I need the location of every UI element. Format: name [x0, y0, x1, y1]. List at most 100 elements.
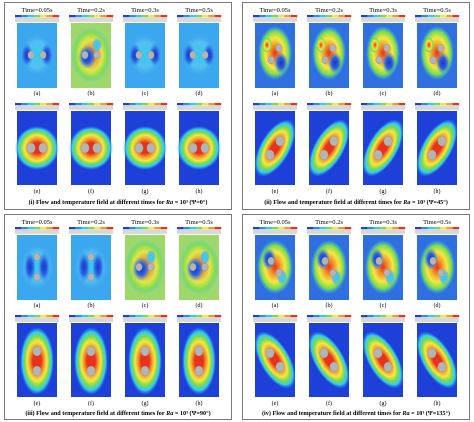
cell-b: Time=0.2s (b)	[305, 6, 353, 98]
flow-field	[305, 227, 353, 302]
time-label: Time=0.05s	[21, 219, 53, 226]
cylinder	[321, 256, 329, 266]
colorbar-ticks	[361, 317, 405, 322]
cylinder	[429, 55, 437, 65]
sub-label: (e)	[271, 189, 279, 195]
time-label: Time=0.3s	[369, 219, 397, 226]
colorbar-swatch	[183, 103, 190, 106]
colorbar-swatch	[141, 103, 149, 106]
colorbar-ticks	[15, 17, 59, 22]
colorbar-swatch	[259, 315, 266, 318]
cylinder	[319, 149, 329, 161]
cell-c: Time=0.3s (c)	[121, 6, 169, 98]
colorbar-swatch	[189, 227, 197, 230]
cell-b: Time=0.2s (b)	[305, 218, 353, 310]
colorbar-swatch	[284, 103, 291, 106]
sub-label: (a)	[33, 91, 41, 97]
cell-d: Time=0.5s (d)	[175, 6, 223, 98]
cell-h: (h)	[175, 103, 223, 197]
colorbar-swatch	[87, 227, 95, 230]
colorbar-swatch	[123, 103, 130, 106]
colorbar-swatch	[440, 15, 447, 18]
colorbar-ticks	[307, 105, 351, 110]
thermal-plume	[362, 331, 404, 389]
sub-label: (g)	[379, 189, 387, 195]
colorbar-swatch	[373, 103, 381, 106]
sub-label: (h)	[195, 189, 203, 195]
flow-field	[121, 227, 169, 302]
colorbar-swatch	[40, 315, 47, 318]
colorbar-swatch	[265, 103, 273, 106]
cell-g: (g)	[121, 103, 169, 197]
flow-field	[413, 15, 461, 90]
colorbar-swatch	[135, 227, 143, 230]
temperature-field	[413, 315, 461, 399]
caption-suffix: = 10³ (Ψ=45°)	[410, 199, 448, 206]
cylinder	[329, 135, 339, 147]
colorbar-swatch	[214, 315, 222, 318]
colorbar-swatch	[307, 103, 314, 106]
colorbar-ticks	[177, 17, 221, 22]
thermal-plume	[15, 126, 59, 170]
colorbar-ticks	[307, 229, 351, 234]
colorbar-swatch	[160, 227, 168, 230]
cylinder	[275, 43, 283, 53]
colorbar-swatch	[160, 315, 168, 318]
cell-g: (g)	[121, 315, 169, 409]
colorbar-ticks	[361, 17, 405, 22]
cell-f: (f)	[305, 103, 353, 197]
colorbar-swatch	[446, 15, 453, 18]
temperature-field	[13, 103, 61, 187]
colorbar-swatch	[75, 315, 82, 318]
temperature-field	[67, 103, 115, 187]
colorbar-swatch	[208, 315, 215, 318]
sub-label: (h)	[433, 189, 441, 195]
colorbar-swatch	[75, 103, 82, 106]
colorbar-swatch	[319, 315, 327, 318]
colorbar-swatch	[154, 227, 161, 230]
temperature-field	[359, 103, 407, 187]
colorbar-swatch	[278, 103, 285, 106]
colorbar-ticks	[415, 17, 459, 22]
colorbar-ticks	[177, 317, 221, 322]
colorbar-swatch	[195, 103, 203, 106]
panel-psi-45: Time=0.05s (a) Time=0.2s (b) Time=0.3s (…	[242, 2, 470, 210]
colorbar-swatch	[398, 103, 406, 106]
colorbar-ticks	[15, 105, 59, 110]
cylinder	[93, 50, 101, 60]
colorbar-swatch	[415, 15, 422, 18]
colorbar-swatch	[278, 227, 285, 230]
sub-label: (b)	[87, 91, 95, 97]
colorbar-swatch	[278, 15, 285, 18]
colorbar-swatch	[69, 15, 76, 18]
colorbar-swatch	[208, 15, 215, 18]
colorbar-swatch	[154, 15, 161, 18]
time-label: Time=0.2s	[77, 219, 105, 226]
temperature-field	[305, 103, 353, 187]
colorbar-swatch	[271, 103, 279, 106]
flow-field	[251, 15, 299, 90]
cylinder	[194, 345, 204, 357]
colorbar-swatch	[40, 103, 47, 106]
colorbar-swatch	[307, 15, 314, 18]
colorbar-swatch	[313, 103, 320, 106]
panel-psi-90: Time=0.05s (a) Time=0.2s (b) Time=0.3s (…	[4, 214, 232, 420]
cylinder	[147, 262, 155, 272]
cell-e: (e)	[13, 103, 61, 197]
cell-c: Time=0.3s (c)	[121, 218, 169, 310]
panel-caption: (i) Flow and temperature field at differ…	[5, 198, 231, 208]
colorbar-swatch	[319, 15, 327, 18]
time-label: Time=0.5s	[185, 219, 213, 226]
thermal-plume	[20, 327, 54, 395]
colorbar-swatch	[69, 315, 76, 318]
colorbar-swatch	[21, 15, 28, 18]
flow-field	[413, 227, 461, 302]
colorbar-swatch	[433, 103, 441, 106]
cylinder	[437, 268, 445, 278]
colorbar-ticks	[415, 317, 459, 322]
time-label: Time=0.05s	[21, 7, 53, 14]
flow-field	[175, 15, 223, 90]
colorbar-swatch	[208, 227, 215, 230]
colorbar-swatch	[154, 315, 161, 318]
colorbar-swatch	[338, 103, 345, 106]
